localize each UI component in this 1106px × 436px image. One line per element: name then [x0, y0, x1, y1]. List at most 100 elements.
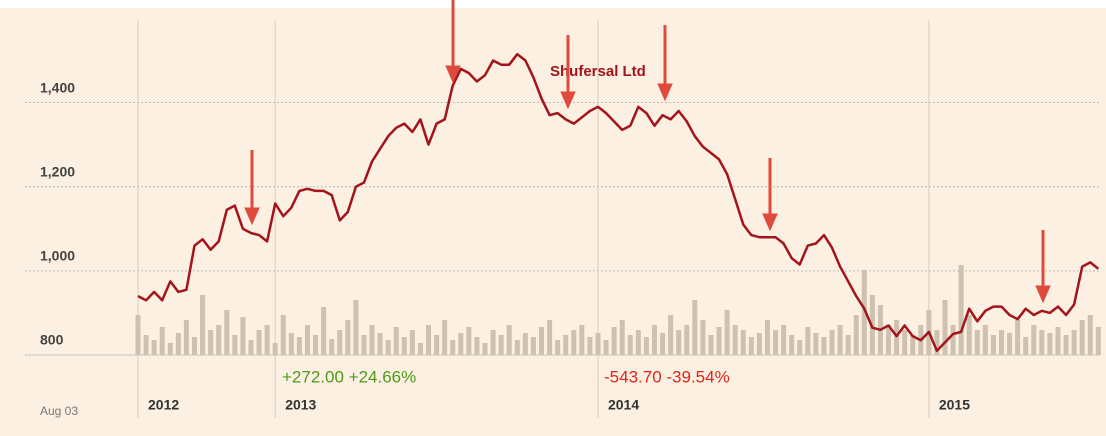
volume-bar: [151, 340, 157, 355]
volume-bar: [191, 337, 197, 355]
y-tick-label: 800: [40, 332, 64, 348]
volume-bar: [651, 325, 657, 355]
x-tick-label: 2015: [939, 397, 970, 413]
volume-bar: [1055, 327, 1061, 355]
volume-bar: [313, 335, 319, 355]
volume-bar: [288, 333, 294, 355]
volume-bar: [135, 315, 141, 355]
volume-bar: [458, 333, 464, 355]
volume-bar: [910, 335, 916, 355]
volume-bar: [643, 337, 649, 355]
volume-bar: [393, 327, 399, 355]
volume-bar: [426, 325, 432, 355]
volume-bar: [950, 325, 956, 355]
volume-bar: [409, 330, 415, 355]
volume-bar: [224, 310, 230, 355]
volume-bar: [619, 320, 625, 355]
volume-bar: [506, 325, 512, 355]
volume-bar: [304, 325, 310, 355]
volume-bar: [635, 330, 641, 355]
volume-bar: [886, 325, 892, 355]
y-tick-label: 1,200: [40, 163, 75, 179]
volume-bar: [248, 340, 254, 355]
plot-background: [0, 8, 1106, 436]
volume-bar: [167, 343, 173, 355]
volume-bar: [571, 330, 577, 355]
volume-bar: [982, 325, 988, 355]
change-annotation: -543.70 -39.54%: [604, 367, 730, 386]
volume-bar: [272, 343, 278, 355]
volume-bar: [143, 335, 149, 355]
arrows: [244, 0, 1051, 304]
volume-bar: [377, 333, 383, 355]
volume-bar: [256, 330, 262, 355]
volume-bar: [1063, 335, 1069, 355]
x-tick-label: 2013: [285, 397, 316, 413]
volume-bar: [345, 320, 351, 355]
volume-bar: [668, 315, 674, 355]
volume-bar: [1079, 320, 1085, 355]
volume-bar: [660, 333, 666, 355]
volume-bar: [232, 335, 238, 355]
volume-bar: [845, 335, 851, 355]
volume-bar: [490, 330, 496, 355]
volume-bar: [200, 295, 206, 355]
volume-bar: [821, 337, 827, 355]
price-line: [137, 52, 1100, 353]
volume-bar: [442, 320, 448, 355]
volume-bar: [337, 330, 343, 355]
volume-bar: [183, 320, 189, 355]
volume-bar: [175, 333, 181, 355]
volume-bar: [1071, 330, 1077, 355]
volume-bar: [417, 343, 423, 355]
volume-bar: [853, 315, 859, 355]
volume-bar: [159, 327, 165, 355]
volume-bar: [684, 325, 690, 355]
volume-bar: [837, 325, 843, 355]
volume-bar: [1015, 320, 1021, 355]
volume-bar: [385, 340, 391, 355]
volume-bar: [466, 327, 472, 355]
date-label: Aug 03: [40, 404, 78, 418]
volume-bar: [361, 335, 367, 355]
volume-bar: [692, 300, 698, 355]
volume-bar: [902, 330, 908, 355]
volume-bar: [216, 325, 222, 355]
volume-bar: [676, 330, 682, 355]
change-annotation: +272.00 +24.66%: [282, 367, 416, 386]
volume-bar: [555, 340, 561, 355]
volume-bar: [966, 315, 972, 355]
volume-bar: [894, 320, 900, 355]
volume-bar: [1023, 337, 1029, 355]
y-tick-label: 1,000: [40, 248, 75, 264]
volume-bar: [764, 320, 770, 355]
volume-bar: [1087, 315, 1093, 355]
volume-bar: [474, 337, 480, 355]
volume-bar: [522, 333, 528, 355]
volume-bar: [781, 325, 787, 355]
volume-bar: [732, 325, 738, 355]
volume-bar: [264, 325, 270, 355]
volume-bar: [974, 330, 980, 355]
volume-bar: [773, 330, 779, 355]
volume-bar: [603, 340, 609, 355]
volume-bar: [700, 320, 706, 355]
volume-bar: [208, 330, 214, 355]
volume-bar: [321, 307, 327, 355]
volume-bar: [958, 265, 964, 355]
volume-bar: [861, 270, 867, 355]
volume-bar: [627, 335, 633, 355]
volume-bar: [353, 300, 359, 355]
x-tick-label: 2012: [148, 397, 179, 413]
volume-bar: [813, 333, 819, 355]
volume-bar: [401, 337, 407, 355]
volume-bar: [1095, 327, 1101, 355]
volume-bar: [797, 340, 803, 355]
volume-bar: [998, 330, 1004, 355]
volume-bar: [579, 325, 585, 355]
volume-bar: [942, 300, 948, 355]
volume-bar: [829, 330, 835, 355]
volume-bar: [805, 327, 811, 355]
volume-bar: [240, 317, 246, 355]
